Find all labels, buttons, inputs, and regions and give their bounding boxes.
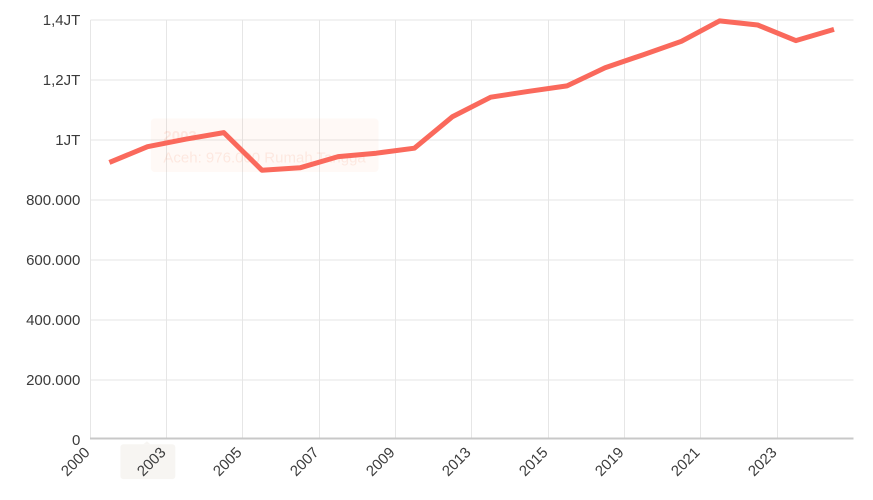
svg-text:800.000: 800.000 bbox=[26, 192, 80, 209]
svg-text:1,4JT: 1,4JT bbox=[43, 12, 81, 29]
svg-text:200.000: 200.000 bbox=[26, 372, 80, 389]
svg-text:1JT: 1JT bbox=[55, 132, 80, 149]
svg-text:1,2JT: 1,2JT bbox=[43, 72, 81, 89]
svg-text:600.000: 600.000 bbox=[26, 252, 80, 269]
svg-text:400.000: 400.000 bbox=[26, 312, 80, 329]
svg-text:0: 0 bbox=[72, 432, 80, 449]
